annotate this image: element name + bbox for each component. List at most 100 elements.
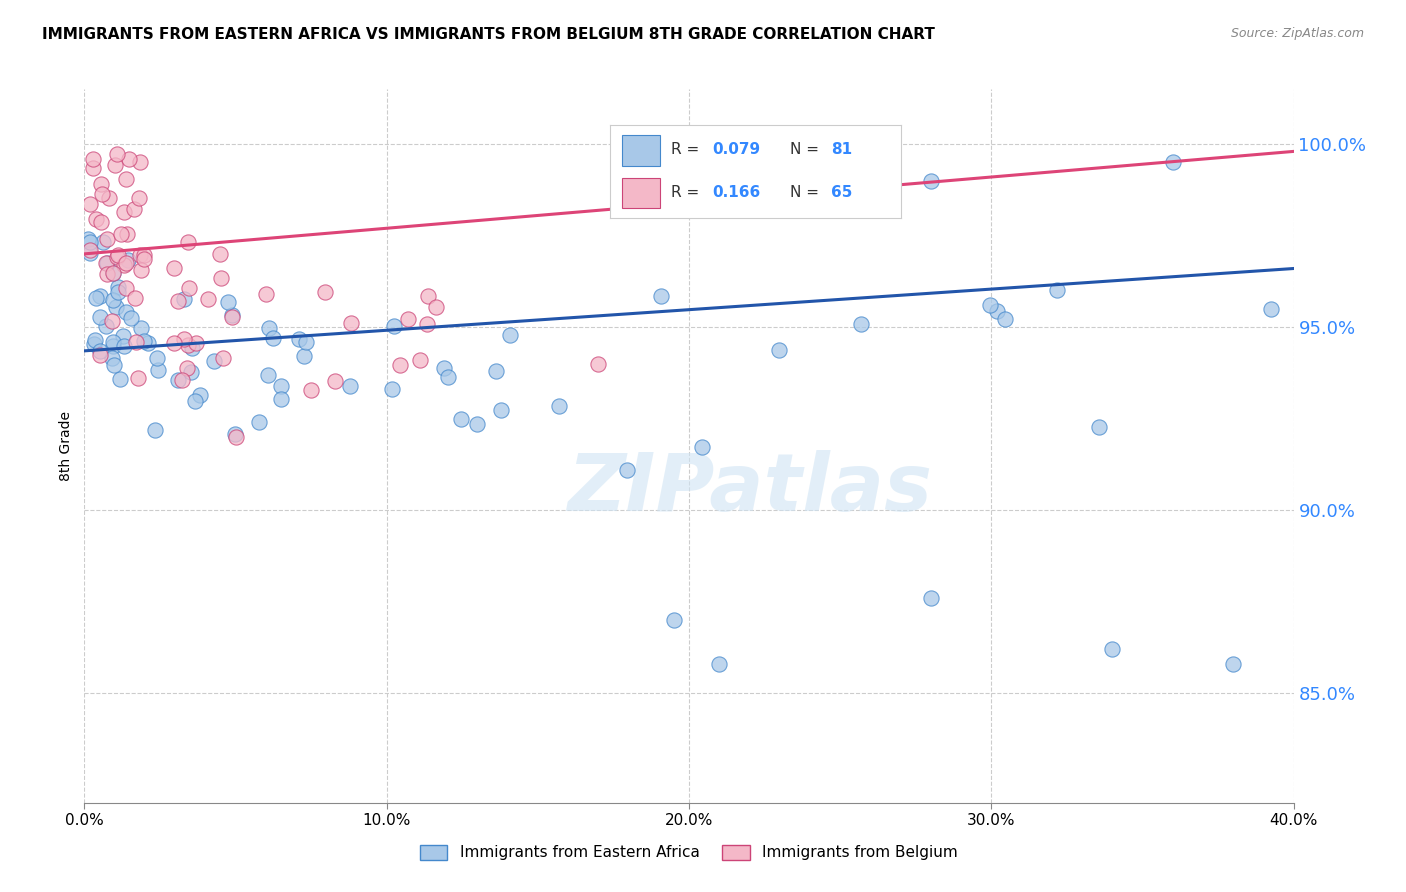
Point bbox=[1046, 283, 1069, 297]
Point bbox=[221, 308, 243, 322]
Point bbox=[270, 392, 292, 407]
Point bbox=[465, 417, 488, 431]
Point bbox=[225, 430, 247, 444]
Point bbox=[163, 336, 186, 351]
Point bbox=[257, 368, 280, 383]
Text: Source: ZipAtlas.com: Source: ZipAtlas.com bbox=[1230, 27, 1364, 40]
Point bbox=[292, 349, 315, 363]
Point bbox=[107, 248, 129, 262]
Point bbox=[90, 214, 112, 228]
Point bbox=[197, 292, 219, 306]
Point bbox=[129, 263, 152, 277]
Point bbox=[124, 334, 146, 349]
Point bbox=[221, 310, 243, 325]
Point bbox=[177, 281, 200, 295]
Point bbox=[79, 197, 101, 211]
Point bbox=[180, 365, 202, 379]
Point bbox=[94, 256, 117, 270]
Point bbox=[382, 319, 405, 334]
Point bbox=[257, 320, 280, 334]
Point bbox=[115, 305, 138, 319]
Point bbox=[173, 332, 195, 346]
Point bbox=[1088, 419, 1111, 434]
Point bbox=[425, 300, 447, 314]
Point bbox=[91, 235, 114, 249]
Point bbox=[132, 252, 155, 266]
Point bbox=[416, 317, 439, 331]
Point bbox=[188, 388, 211, 402]
Point bbox=[117, 253, 139, 268]
Text: 0.166: 0.166 bbox=[711, 186, 761, 200]
Text: 81: 81 bbox=[831, 143, 852, 157]
Point bbox=[115, 256, 138, 270]
Point bbox=[1161, 155, 1184, 169]
Point bbox=[314, 285, 336, 299]
Point bbox=[115, 227, 138, 241]
Point bbox=[418, 288, 440, 302]
Point bbox=[186, 335, 208, 350]
Point bbox=[84, 211, 107, 226]
Point bbox=[101, 266, 124, 280]
Point bbox=[409, 352, 432, 367]
Point bbox=[124, 202, 146, 217]
Point bbox=[132, 248, 155, 262]
Text: IMMIGRANTS FROM EASTERN AFRICA VS IMMIGRANTS FROM BELGIUM 8TH GRADE CORRELATION : IMMIGRANTS FROM EASTERN AFRICA VS IMMIGR… bbox=[42, 27, 935, 42]
Point bbox=[254, 287, 277, 301]
Point bbox=[96, 232, 118, 246]
Point bbox=[339, 379, 361, 393]
Point bbox=[105, 300, 128, 314]
Text: R =: R = bbox=[671, 186, 704, 200]
Point bbox=[107, 285, 129, 299]
Point bbox=[129, 155, 152, 169]
Point bbox=[101, 334, 124, 349]
Point bbox=[103, 266, 125, 280]
Point bbox=[173, 292, 195, 306]
Point bbox=[77, 232, 100, 246]
Point bbox=[143, 423, 166, 437]
Point bbox=[96, 267, 118, 281]
Point bbox=[127, 371, 149, 385]
Y-axis label: 8th Grade: 8th Grade bbox=[59, 411, 73, 481]
Text: 65: 65 bbox=[831, 186, 852, 200]
Point bbox=[979, 298, 1001, 312]
Point bbox=[450, 412, 472, 426]
Point bbox=[323, 374, 346, 388]
Point bbox=[247, 415, 270, 429]
Point bbox=[79, 245, 101, 260]
Point bbox=[491, 403, 513, 417]
Point bbox=[849, 318, 872, 332]
Point bbox=[89, 349, 111, 363]
Point bbox=[177, 338, 200, 352]
Point bbox=[124, 291, 146, 305]
Point bbox=[104, 158, 127, 172]
Point bbox=[167, 293, 190, 308]
Point bbox=[103, 339, 125, 353]
Legend: Immigrants from Eastern Africa, Immigrants from Belgium: Immigrants from Eastern Africa, Immigran… bbox=[413, 838, 965, 866]
Point bbox=[920, 174, 942, 188]
Point bbox=[128, 191, 150, 205]
Point bbox=[97, 191, 120, 205]
Point bbox=[1101, 642, 1123, 657]
Point bbox=[107, 280, 129, 294]
Point bbox=[262, 330, 284, 344]
Point bbox=[167, 373, 190, 387]
Point bbox=[209, 271, 232, 285]
Point bbox=[690, 440, 713, 454]
Point bbox=[616, 462, 638, 476]
Point bbox=[212, 351, 235, 365]
Point bbox=[82, 152, 104, 166]
Point bbox=[381, 382, 404, 396]
Point bbox=[340, 316, 363, 330]
Text: 0.079: 0.079 bbox=[711, 143, 761, 157]
Point bbox=[90, 177, 112, 191]
Point bbox=[163, 260, 186, 275]
Point bbox=[101, 314, 124, 328]
Point bbox=[89, 289, 111, 303]
Point bbox=[176, 361, 198, 376]
Point bbox=[177, 235, 200, 249]
Point bbox=[101, 351, 124, 365]
FancyBboxPatch shape bbox=[621, 135, 659, 166]
Point bbox=[217, 295, 239, 310]
Point bbox=[105, 250, 128, 264]
Point bbox=[433, 361, 456, 376]
